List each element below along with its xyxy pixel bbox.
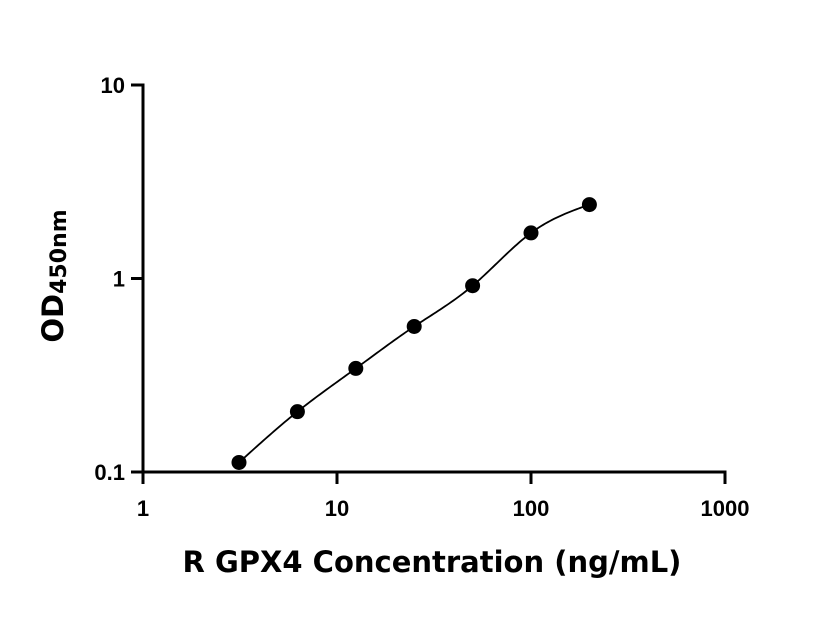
y-axis-title-main: OD	[36, 294, 70, 343]
data-point	[289, 404, 305, 420]
x-tick-label: 1000	[701, 496, 750, 521]
data-point	[581, 197, 597, 213]
y-tick-label: 0.1	[94, 460, 125, 485]
y-tick-label: 10	[101, 73, 125, 98]
x-axis-title: R GPX4 Concentration (ng/mL)	[183, 545, 682, 579]
y-tick-label: 1	[113, 267, 125, 292]
data-point	[348, 360, 364, 376]
x-tick-label: 1	[137, 496, 149, 521]
y-axis-ticks: 0.1 1 10	[94, 73, 143, 485]
data-point	[465, 278, 481, 294]
x-axis-ticks: 1 10 100 1000	[137, 472, 750, 521]
data-point	[231, 454, 247, 470]
data-points	[231, 197, 597, 470]
x-tick-label: 100	[513, 496, 550, 521]
data-point	[523, 225, 539, 241]
y-axis-title: OD450nm	[36, 209, 72, 342]
data-point	[406, 318, 422, 334]
plot-area	[231, 197, 597, 470]
x-tick-label: 10	[325, 496, 349, 521]
y-axis-title-subscript: 450nm	[47, 209, 72, 294]
